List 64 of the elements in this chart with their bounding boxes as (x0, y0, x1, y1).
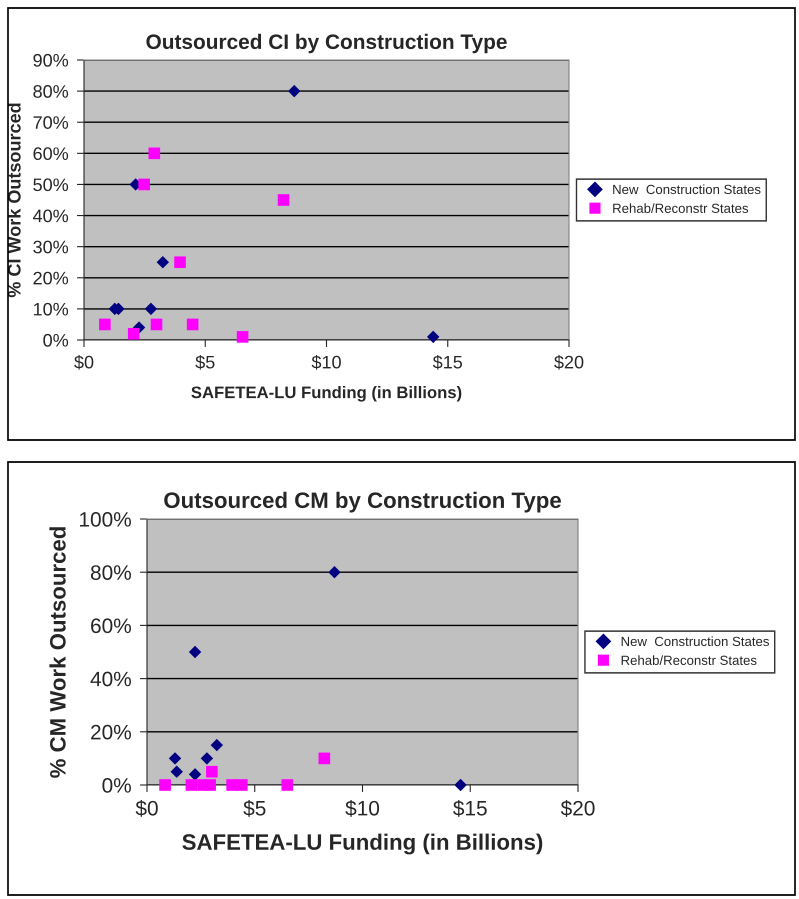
point (150, 318, 162, 330)
point (156, 256, 170, 268)
y-tick-label: 80% (90, 565, 131, 580)
legend-label: Rehab/Reconstr States (613, 203, 748, 213)
point (281, 779, 294, 791)
point (170, 765, 183, 778)
point (186, 318, 198, 330)
x-tick-label: $15 (453, 800, 487, 817)
point (188, 646, 202, 658)
y-tick-label: 40% (33, 209, 68, 222)
point (236, 331, 248, 343)
point (454, 778, 467, 792)
point (210, 738, 224, 752)
point (204, 779, 216, 791)
legend-label: New Construction States (622, 636, 769, 646)
point (318, 752, 330, 764)
y-tick-label: 0% (102, 778, 131, 793)
point (128, 328, 140, 340)
x-tick-label: $5 (195, 354, 215, 370)
y-tick-label: 60% (34, 147, 68, 160)
point (99, 318, 111, 330)
point (188, 768, 202, 781)
point (174, 256, 186, 268)
point (328, 566, 341, 578)
legend-label: Rehab/Reconstr States (622, 655, 757, 665)
y-tick-label: 40% (90, 672, 131, 686)
y-axis-title: % CM Work Outsourced (49, 527, 66, 778)
y-axis-title: % CI Work Outsourced (7, 104, 21, 298)
point (200, 752, 214, 765)
x-tick-label: $10 (345, 800, 380, 817)
x-tick-label: $15 (432, 354, 462, 370)
y-tick-label: 60% (91, 618, 131, 634)
point (144, 302, 158, 316)
y-tick-label: 100% (80, 512, 131, 527)
point (278, 194, 290, 206)
point (138, 178, 150, 190)
legend-label: New Construction States (613, 184, 761, 194)
y-tick-label: 20% (91, 724, 131, 740)
x-axis-title: SAFETEA-LU Funding (in Billions) (182, 834, 542, 854)
x-tick-label: $0 (136, 800, 158, 817)
y-tick-label: 80% (33, 85, 68, 98)
y-tick-label: 0% (43, 334, 68, 347)
y-tick-label: 50% (33, 178, 68, 192)
point (159, 779, 171, 791)
point (186, 779, 198, 791)
chart-title: Outsourced CI by Construction Type (146, 34, 507, 54)
point (236, 779, 248, 791)
y-tick-label: 10% (34, 302, 68, 316)
y-tick-label: 70% (34, 116, 68, 129)
x-tick-label: $10 (312, 354, 341, 370)
point (288, 84, 300, 98)
x-tick-label: $20 (560, 800, 595, 817)
point (426, 330, 440, 344)
point (168, 752, 182, 765)
x-tick-label: $20 (554, 354, 584, 370)
y-tick-label: 30% (33, 240, 68, 254)
y-tick-label: 90% (33, 54, 68, 67)
point (206, 766, 218, 778)
point (148, 148, 160, 160)
x-axis-title: SAFETEA-LU Funding (in Billions) (191, 386, 462, 402)
y-tick-label: 20% (33, 272, 68, 284)
x-tick-label: $0 (74, 354, 94, 370)
chart-title: Outsourced CM by Construction Type (164, 492, 561, 512)
x-tick-label: $5 (243, 800, 266, 817)
